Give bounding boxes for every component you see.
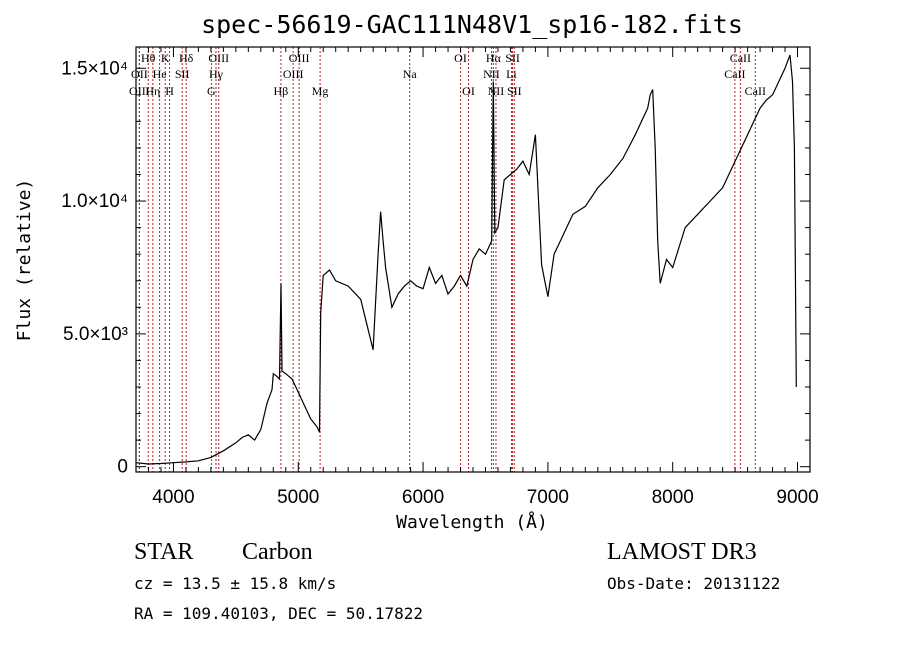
x-axis: 4000 5000 6000 7000 8000 9000: [135, 47, 819, 508]
emission-line-label: NII: [488, 84, 505, 98]
emission-line-label: CaII: [745, 84, 766, 98]
emission-line-markers: [138, 47, 756, 472]
x-tick-label: 5000: [277, 487, 319, 508]
emission-line-label: SII: [175, 67, 190, 81]
redshift-velocity: cz = 13.5 ± 15.8 km/s: [134, 574, 336, 593]
emission-line-label: Li: [506, 67, 517, 81]
emission-line-label: He: [153, 67, 167, 81]
emission-line-label: OI: [454, 51, 467, 65]
emission-line-label: OIII: [283, 67, 304, 81]
emission-line-label: OIII: [129, 84, 150, 98]
emission-line-label: Na: [403, 67, 418, 81]
emission-line-label: CaII: [730, 51, 751, 65]
y-tick-label: 1.5×10⁴: [61, 58, 128, 79]
emission-line-label: OIII: [208, 51, 229, 65]
observation-date: Obs-Date: 20131122: [607, 574, 780, 593]
emission-line-labels: Hθ OII OIII K He Hη H Hδ SII OIII Hγ G Hβ OIII OIII Mg N…: [129, 51, 766, 98]
emission-line-label: OII: [131, 67, 148, 81]
y-tick-label: 0: [117, 457, 128, 478]
emission-line-label: Hα: [486, 51, 502, 65]
object-class: STAR: [134, 539, 193, 565]
x-tick-label: 4000: [152, 487, 194, 508]
y-tick-label: 1.0×10⁴: [61, 191, 128, 212]
y-tick-label: 5.0×10³: [63, 324, 128, 345]
emission-line-label: CaII: [724, 67, 745, 81]
coordinates: RA = 109.40103, DEC = 50.17822: [134, 604, 423, 623]
object-subclass: Carbon: [242, 539, 313, 565]
emission-line-label: Hδ: [179, 51, 194, 65]
x-tick-label: 7000: [527, 487, 569, 508]
x-tick-label: 9000: [776, 487, 818, 508]
emission-line-label: Hβ: [274, 84, 289, 98]
emission-line-label: SII: [505, 51, 520, 65]
emission-line-label: SII: [507, 84, 522, 98]
emission-line-label: Hθ: [141, 51, 156, 65]
emission-line-label: G: [207, 84, 216, 98]
emission-line-label: H: [165, 84, 174, 98]
emission-line-label: Hη: [145, 84, 160, 98]
x-tick-label: 8000: [652, 487, 694, 508]
emission-line-label: OI: [462, 84, 475, 98]
emission-line-label: K: [161, 51, 170, 65]
chart-title: spec-56619-GAC111N48V1_sp16-182.fits: [201, 10, 743, 39]
x-axis-title: Wavelength (Å): [396, 511, 548, 533]
emission-line-label: Hγ: [209, 67, 224, 81]
emission-line-label: NII: [483, 67, 500, 81]
survey-name: LAMOST DR3: [607, 539, 757, 565]
emission-line-label: OIII: [289, 51, 310, 65]
spectrum-line: [135, 54, 797, 465]
x-tick-label: 6000: [402, 487, 444, 508]
emission-line-label: Mg: [312, 84, 329, 98]
y-axis: 0 5.0×10³ 1.0×10⁴ 1.5×10⁴: [61, 58, 810, 478]
y-axis-title: Flux (relative): [14, 179, 35, 342]
